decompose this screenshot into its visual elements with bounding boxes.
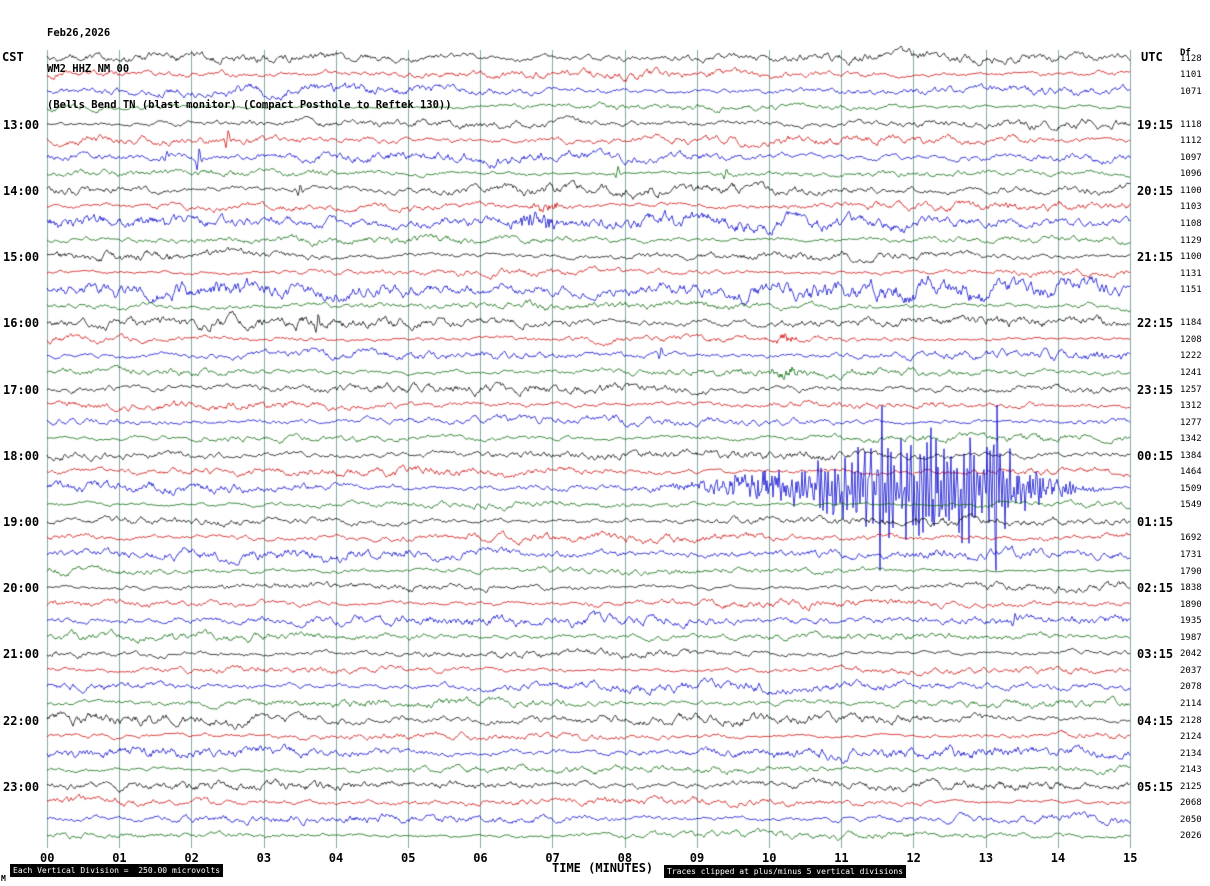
right-hour-label: 05:15 xyxy=(1137,779,1174,794)
right-hour-label: 02:15 xyxy=(1137,581,1174,596)
row-amplitude-value: 1112 xyxy=(1180,136,1202,147)
left-hour-label: 22:00 xyxy=(3,713,40,728)
minute-tick-label: 13 xyxy=(978,851,994,865)
row-amplitude-value: 1103 xyxy=(1180,202,1202,213)
left-hour-label: 16:00 xyxy=(3,316,40,331)
row-amplitude-value: 1096 xyxy=(1180,169,1202,180)
row-amplitude-value: 1890 xyxy=(1180,599,1202,610)
left-hour-label: 21:00 xyxy=(3,647,40,662)
row-amplitude-value: 1100 xyxy=(1180,185,1202,196)
minute-tick-label: 12 xyxy=(906,851,921,865)
row-amplitude-value: 2037 xyxy=(1180,665,1202,676)
minute-tick-label: 06 xyxy=(473,851,488,865)
left-hour-label: 17:00 xyxy=(3,382,40,397)
row-amplitude-value: 1208 xyxy=(1180,334,1202,345)
row-amplitude-value: 1384 xyxy=(1180,450,1202,461)
row-amplitude-value: 1277 xyxy=(1180,417,1202,428)
row-amplitude-value: 2050 xyxy=(1180,814,1202,825)
minute-tick-label: 02 xyxy=(184,851,199,865)
minute-tick-label: 03 xyxy=(256,851,272,865)
row-amplitude-value: 2128 xyxy=(1180,715,1202,726)
header-description: (Bells Bend TN (blast monitor) (Compact … xyxy=(47,99,452,111)
right-hour-label: 22:15 xyxy=(1137,316,1174,331)
minute-tick-label: 01 xyxy=(112,851,127,865)
header: Feb26,2026 WM2 HHZ NM 00 (Bells Bend TN … xyxy=(47,3,452,135)
row-amplitude-value: 1342 xyxy=(1180,434,1202,445)
minute-tick-label: 15 xyxy=(1123,851,1138,865)
minute-tick-label: 05 xyxy=(401,851,416,865)
row-amplitude-value: 1129 xyxy=(1180,235,1202,246)
left-hour-label: 20:00 xyxy=(3,581,40,596)
row-amplitude-value: 2078 xyxy=(1180,682,1202,693)
right-hour-label: 00:15 xyxy=(1137,448,1174,463)
row-amplitude-value: 1731 xyxy=(1180,550,1202,560)
row-amplitude-value: 1108 xyxy=(1180,219,1202,229)
row-amplitude-value: 1184 xyxy=(1180,318,1202,329)
row-amplitude-value: 1128 xyxy=(1180,53,1202,64)
right-hour-label: 23:15 xyxy=(1137,382,1174,397)
row-amplitude-value: 1101 xyxy=(1180,70,1202,81)
right-column-header: Df xyxy=(1180,48,1191,58)
row-amplitude-value: 2042 xyxy=(1180,649,1202,660)
row-amplitude-value: 2068 xyxy=(1180,798,1202,809)
left-hour-label: 18:00 xyxy=(3,448,40,463)
left-hour-label: 14:00 xyxy=(3,183,40,198)
row-amplitude-value: 2134 xyxy=(1180,748,1202,759)
minute-tick-label: 07 xyxy=(545,851,560,865)
header-station: WM2 HHZ NM 00 xyxy=(47,63,130,75)
clipping-note: Traces clipped at plus/minus 5 vertical … xyxy=(664,865,907,878)
row-amplitude-value: 1935 xyxy=(1180,616,1202,627)
minute-tick-label: 14 xyxy=(1050,851,1066,865)
row-amplitude-value: 1222 xyxy=(1180,351,1202,362)
right-hour-label: 21:15 xyxy=(1137,250,1174,265)
row-amplitude-value: 2143 xyxy=(1180,765,1202,776)
row-amplitude-value: 1097 xyxy=(1180,152,1202,163)
vertical-division-note: Each Vertical Division = 250.00 microvol… xyxy=(10,864,224,877)
left-hour-label: 13:00 xyxy=(3,117,40,132)
row-amplitude-value: 1312 xyxy=(1180,401,1202,412)
right-hour-label: 20:15 xyxy=(1137,183,1174,198)
minute-tick-label: 08 xyxy=(617,851,633,865)
row-amplitude-value: 1131 xyxy=(1180,268,1202,279)
row-amplitude-value: 1118 xyxy=(1180,119,1202,130)
row-amplitude-value: 2114 xyxy=(1180,698,1202,709)
row-amplitude-value: 1692 xyxy=(1180,533,1202,544)
minute-tick-label: 09 xyxy=(689,851,705,865)
minute-tick-label: 11 xyxy=(834,851,849,865)
left-timezone-label: CST xyxy=(2,50,24,64)
logo-mark: M xyxy=(1,874,6,883)
row-amplitude-value: 1509 xyxy=(1180,483,1202,494)
header-date: Feb26,2026 xyxy=(47,27,111,39)
row-amplitude-value: 2124 xyxy=(1180,732,1202,743)
row-amplitude-value: 2026 xyxy=(1180,831,1202,842)
row-amplitude-value: 2125 xyxy=(1180,781,1202,792)
left-hour-label: 23:00 xyxy=(3,779,40,794)
right-hour-label: 01:15 xyxy=(1137,514,1174,529)
row-amplitude-value: 1151 xyxy=(1180,285,1202,296)
row-amplitude-value: 1257 xyxy=(1180,384,1202,395)
row-amplitude-value: 1549 xyxy=(1180,500,1202,511)
minute-tick-label: 00 xyxy=(40,851,55,865)
row-amplitude-value: 1241 xyxy=(1180,367,1202,378)
row-amplitude-value: 1100 xyxy=(1180,252,1202,263)
row-amplitude-value: 1987 xyxy=(1180,632,1202,643)
right-hour-label: 03:15 xyxy=(1137,647,1174,662)
row-amplitude-value: 1464 xyxy=(1180,467,1202,478)
left-hour-label: 19:00 xyxy=(3,514,40,529)
right-hour-label: 04:15 xyxy=(1137,713,1174,728)
x-axis-title: TIME (MINUTES) xyxy=(552,861,654,875)
minute-tick-label: 10 xyxy=(762,851,777,865)
right-timezone-label: UTC xyxy=(1141,50,1163,64)
left-hour-label: 15:00 xyxy=(3,250,40,265)
row-amplitude-value: 1838 xyxy=(1180,583,1202,594)
row-amplitude-value: 1790 xyxy=(1180,566,1202,577)
right-hour-label: 19:15 xyxy=(1137,117,1174,132)
minute-tick-label: 04 xyxy=(328,851,344,865)
row-amplitude-value: 1071 xyxy=(1180,86,1202,97)
